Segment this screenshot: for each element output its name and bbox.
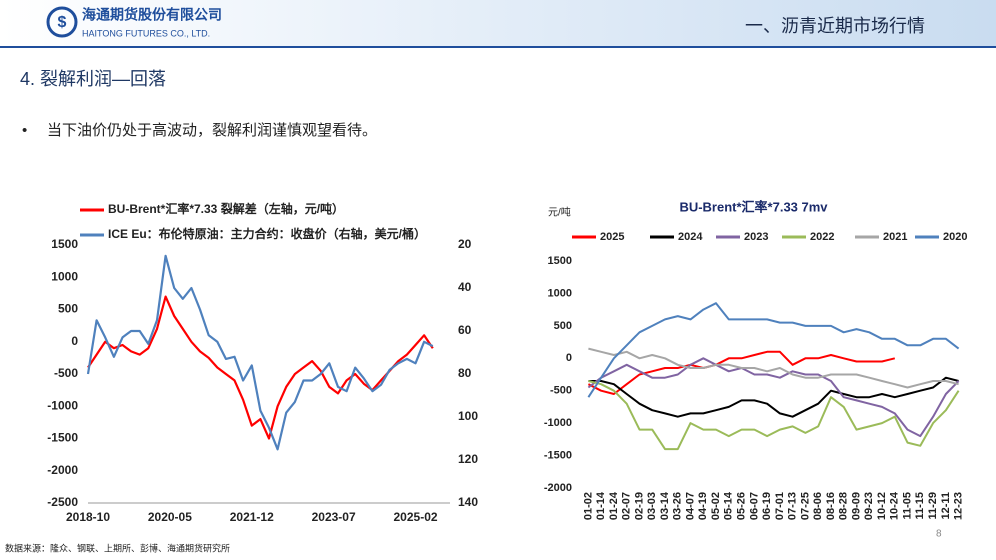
x-tick-label: 2023-07 — [312, 510, 356, 524]
chart-title: BU-Brent*汇率*7.33 7mv — [679, 199, 828, 214]
x-tick-label: 02-07 — [621, 492, 633, 520]
logo-mark: $ — [58, 14, 67, 31]
series-line — [587, 357, 960, 438]
x-tick-label: 05-02 — [710, 492, 722, 520]
x-tick-label: 11-15 — [914, 492, 926, 520]
section-title: 4. 裂解利润—回落 — [20, 69, 166, 89]
y-axis-label: 元/吨 — [548, 206, 571, 219]
x-tick-label: 08-06 — [812, 492, 824, 520]
x-tick-label: 2025-02 — [394, 510, 438, 524]
legend-label: 2020 — [943, 231, 967, 243]
x-tick-label: 06-07 — [748, 492, 760, 520]
y-tick-label: -1000 — [47, 398, 78, 412]
legend-label: 2024 — [678, 231, 703, 243]
y-tick-label: 1000 — [548, 287, 572, 299]
bullet-text: 当下油价仍处于高波动，裂解利润谨慎观望看待。 — [47, 121, 377, 139]
page-number: 8 — [936, 529, 942, 540]
y-tick-label: -2000 — [544, 482, 572, 494]
series-line — [588, 376, 959, 418]
y2-tick-label: 20 — [458, 237, 472, 251]
x-tick-label: 06-19 — [761, 492, 773, 520]
legend-label: BU-Brent*汇率*7.33 裂解差（左轴，元/吨） — [108, 201, 344, 216]
y-tick-label: 0 — [566, 352, 572, 364]
y-tick-label: -1500 — [47, 431, 78, 445]
y-tick-label: 1000 — [51, 269, 78, 283]
series-line — [588, 380, 960, 451]
series-line — [588, 347, 959, 389]
series-line — [587, 302, 960, 398]
company-en: HAITONG FUTURES CO., LTD. — [82, 28, 210, 38]
y-tick-label: -500 — [54, 366, 78, 380]
company-cn: 海通期货股份有限公司 — [82, 7, 222, 23]
legend-label: 2023 — [744, 231, 768, 243]
x-tick-label: 01-24 — [608, 491, 620, 520]
x-tick-label: 03-26 — [672, 492, 684, 520]
x-tick-label: 2020-05 — [148, 510, 192, 524]
legend-label: 2021 — [883, 231, 907, 243]
x-tick-label: 08-16 — [825, 492, 837, 520]
x-tick-label: 03-14 — [659, 491, 671, 520]
y2-tick-label: 40 — [458, 280, 472, 294]
y-tick-label: 500 — [554, 320, 572, 332]
y-tick-label: 500 — [58, 302, 78, 316]
legend-label: 2025 — [600, 231, 624, 243]
x-tick-label: 09-09 — [850, 492, 862, 520]
y-tick-label: -500 — [550, 385, 572, 397]
x-tick-label: 01-14 — [595, 491, 607, 520]
y-tick-label: -1000 — [544, 417, 572, 429]
x-tick-label: 2018-10 — [66, 510, 110, 524]
logo — [46, 6, 78, 38]
x-tick-label: 09-23 — [863, 492, 875, 520]
y-tick-label: -1500 — [544, 449, 572, 461]
header-title: 一、沥青近期市场行情 — [745, 16, 925, 36]
y2-tick-label: 100 — [458, 409, 478, 423]
x-tick-label: 11-29 — [927, 492, 939, 520]
x-tick-label: 05-14 — [723, 491, 735, 520]
y-tick-label: -2500 — [47, 495, 78, 509]
series-line — [87, 295, 434, 440]
y2-tick-label: 120 — [458, 452, 478, 466]
x-tick-label: 10-12 — [876, 492, 888, 520]
legend-label: ICE Eu：布伦特原油：主力合约：收盘价（右轴，美元/桶） — [108, 226, 426, 241]
x-tick-label: 07-13 — [787, 492, 799, 520]
header-rule — [0, 46, 996, 48]
y2-tick-label: 80 — [458, 366, 472, 380]
bullet-dot: • — [22, 122, 27, 139]
x-tick-label: 01-02 — [582, 492, 594, 520]
x-tick-label: 02-19 — [633, 492, 645, 520]
x-tick-label: 04-07 — [684, 492, 696, 520]
x-tick-label: 03-03 — [646, 492, 658, 520]
y-tick-label: 0 — [71, 334, 78, 348]
y2-tick-label: 140 — [458, 495, 478, 509]
x-tick-label: 12-23 — [953, 492, 965, 520]
x-tick-label: 07-25 — [799, 492, 811, 520]
legend-label: 2022 — [810, 231, 834, 243]
x-tick-label: 04-19 — [697, 492, 709, 520]
x-tick-label: 10-24 — [889, 491, 901, 520]
y-tick-label: 1500 — [548, 255, 572, 267]
series-line — [587, 350, 896, 395]
x-tick-label: 07-01 — [774, 492, 786, 520]
y2-tick-label: 60 — [458, 323, 472, 337]
y-tick-label: -2000 — [47, 463, 78, 477]
x-tick-label: 12-11 — [940, 492, 952, 520]
source-note: 数据来源：隆众、钢联、上期所、彭博、海通期货研究所 — [5, 542, 230, 553]
y-tick-label: 1500 — [51, 237, 78, 251]
x-tick-label: 11-05 — [901, 492, 913, 520]
x-tick-label: 2021-12 — [230, 510, 274, 524]
x-tick-label: 05-26 — [735, 492, 747, 520]
series-line — [86, 254, 434, 451]
header-band — [0, 0, 996, 46]
x-tick-label: 08-28 — [838, 492, 850, 520]
